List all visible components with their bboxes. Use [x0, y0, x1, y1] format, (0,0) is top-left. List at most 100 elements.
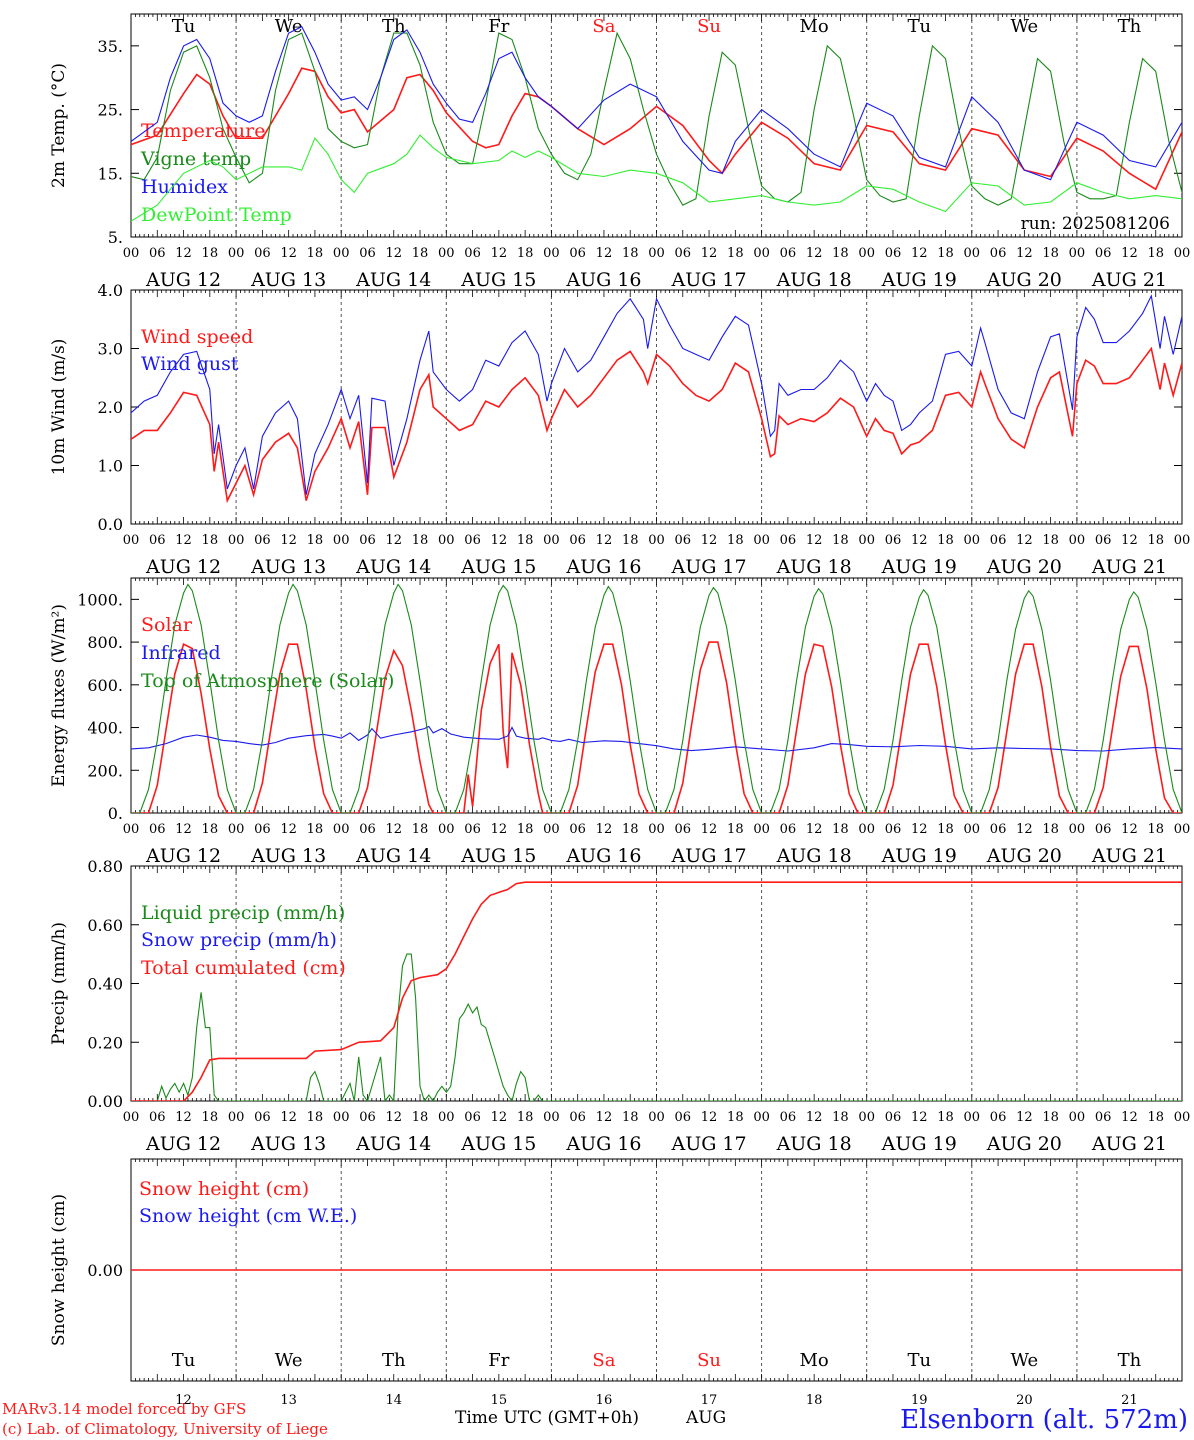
- day-of-week-label: We: [1011, 1350, 1039, 1371]
- hour-label: 18: [202, 822, 219, 837]
- hour-label: 18: [517, 246, 534, 261]
- hour-label: 06: [1095, 246, 1112, 261]
- lab-credit: (c) Lab. of Climatology, University of L…: [2, 1420, 328, 1438]
- hour-label: 00: [1069, 533, 1086, 548]
- hour-label: 06: [675, 533, 692, 548]
- y-tick-label: 600.: [87, 676, 123, 695]
- y-tick-label: 0.00: [87, 1261, 123, 1280]
- hour-label: 00: [648, 533, 665, 548]
- y-tick-label: 400.: [87, 719, 123, 738]
- y-axis-label: 2m Temp. (°C): [49, 63, 69, 188]
- model-credit: MARv3.14 model forced by GFS: [2, 1400, 246, 1418]
- day-number-label: 20: [1016, 1393, 1033, 1408]
- date-label: AUG 19: [881, 845, 957, 867]
- y-axis-label: Snow height (cm): [49, 1194, 69, 1346]
- date-label: AUG 19: [881, 1133, 957, 1155]
- day-of-week-label: We: [1011, 16, 1039, 37]
- hour-label: 18: [937, 533, 954, 548]
- series-solar: [131, 641, 1182, 813]
- hour-label: 12: [1121, 1110, 1138, 1125]
- hour-label: 00: [753, 822, 770, 837]
- hour-label: 00: [648, 1110, 665, 1125]
- hour-label: 00: [964, 533, 981, 548]
- y-tick-label: 0.80: [87, 857, 123, 876]
- date-label: AUG 17: [670, 556, 746, 578]
- chart-panels: 5. 15. 25. 35. 2m Temp. (°C) 00 06 12 18 AUG 12 00…: [49, 13, 1191, 1408]
- hour-label: 06: [464, 1110, 481, 1125]
- hour-label: 00: [1174, 1110, 1191, 1125]
- hour-label: 00: [964, 246, 981, 261]
- hour-label: 12: [806, 1110, 823, 1125]
- date-label: AUG 21: [1091, 556, 1167, 578]
- hour-label: 12: [175, 533, 192, 548]
- hour-label: 00: [1069, 822, 1086, 837]
- hour-label: 18: [307, 246, 324, 261]
- day-of-week-label: Sa: [592, 1350, 615, 1371]
- date-label: AUG 16: [565, 1133, 641, 1155]
- hour-label: 18: [517, 822, 534, 837]
- hour-label: 06: [780, 246, 797, 261]
- hour-label: 12: [596, 246, 613, 261]
- hour-label: 06: [885, 822, 902, 837]
- time-axis-label: Time UTC (GMT+0h): [455, 1408, 639, 1428]
- legend-entry: Solar: [141, 614, 193, 636]
- hour-label: 18: [412, 533, 429, 548]
- day-of-week-label: Mo: [800, 1350, 829, 1371]
- legend-entry: Snow height (cm W.E.): [139, 1205, 357, 1227]
- date-label: AUG 12: [145, 556, 221, 578]
- date-label: AUG 15: [460, 845, 536, 867]
- hour-label: 12: [596, 1110, 613, 1125]
- hour-label: 12: [280, 246, 297, 261]
- legend-entry: Infrared: [141, 642, 221, 664]
- day-number-label: 19: [911, 1393, 928, 1408]
- hour-label: 00: [543, 533, 560, 548]
- hour-label: 00: [333, 533, 350, 548]
- date-label: AUG 18: [776, 269, 852, 291]
- hour-label: 00: [333, 822, 350, 837]
- hour-label: 00: [858, 822, 875, 837]
- hour-label: 00: [123, 533, 140, 548]
- hour-label: 18: [937, 246, 954, 261]
- hour-label: 12: [491, 533, 508, 548]
- hour-label: 18: [832, 246, 849, 261]
- hour-label: 18: [937, 1110, 954, 1125]
- hour-label: 18: [622, 822, 639, 837]
- hour-label: 18: [517, 533, 534, 548]
- panel-snow: 0.00 Snow height (cm) Tu 12 We 13 Th 14 Fr 15 Sa 16…: [49, 1158, 1183, 1408]
- hour-label: 18: [622, 1110, 639, 1125]
- hour-label: 00: [1174, 246, 1191, 261]
- panel-wind: 0.0 1.0 2.0 3.0 4.0 10m Wind (m/s) 00 06 12 18 AUG…: [49, 281, 1190, 578]
- day-of-week-label: Su: [697, 16, 721, 37]
- legend-entry: DewPoint Temp: [141, 204, 292, 226]
- y-tick-label: 1.0: [98, 457, 123, 476]
- hour-label: 06: [885, 1110, 902, 1125]
- panel-temp: 5. 15. 25. 35. 2m Temp. (°C) 00 06 12 18 AUG 12 00…: [49, 13, 1191, 291]
- hour-label: 12: [385, 822, 402, 837]
- series-wind-gust: [131, 294, 1182, 495]
- hour-label: 00: [438, 822, 455, 837]
- hour-label: 06: [359, 1110, 376, 1125]
- day-number-label: 14: [385, 1393, 402, 1408]
- hour-label: 06: [149, 1110, 166, 1125]
- hour-label: 00: [753, 1110, 770, 1125]
- date-label: AUG 15: [460, 1133, 536, 1155]
- hour-label: 06: [675, 1110, 692, 1125]
- hour-label: 06: [1095, 822, 1112, 837]
- hour-label: 18: [202, 1110, 219, 1125]
- y-tick-label: 200.: [87, 761, 123, 780]
- hour-label: 12: [175, 1110, 192, 1125]
- y-axis-label: Precip (mm/h): [49, 922, 69, 1045]
- day-of-week-label: Th: [1118, 16, 1142, 37]
- hour-label: 12: [701, 533, 718, 548]
- legend-entry: Temperature: [141, 120, 265, 142]
- date-label: AUG 19: [881, 269, 957, 291]
- date-label: AUG 14: [355, 556, 431, 578]
- hour-label: 18: [727, 822, 744, 837]
- hour-label: 12: [1121, 822, 1138, 837]
- date-label: AUG 17: [670, 1133, 746, 1155]
- hour-label: 06: [464, 533, 481, 548]
- y-tick-label: 0.60: [87, 916, 123, 935]
- hour-label: 06: [254, 246, 271, 261]
- hour-label: 00: [858, 1110, 875, 1125]
- series-humidex: [131, 25, 1182, 181]
